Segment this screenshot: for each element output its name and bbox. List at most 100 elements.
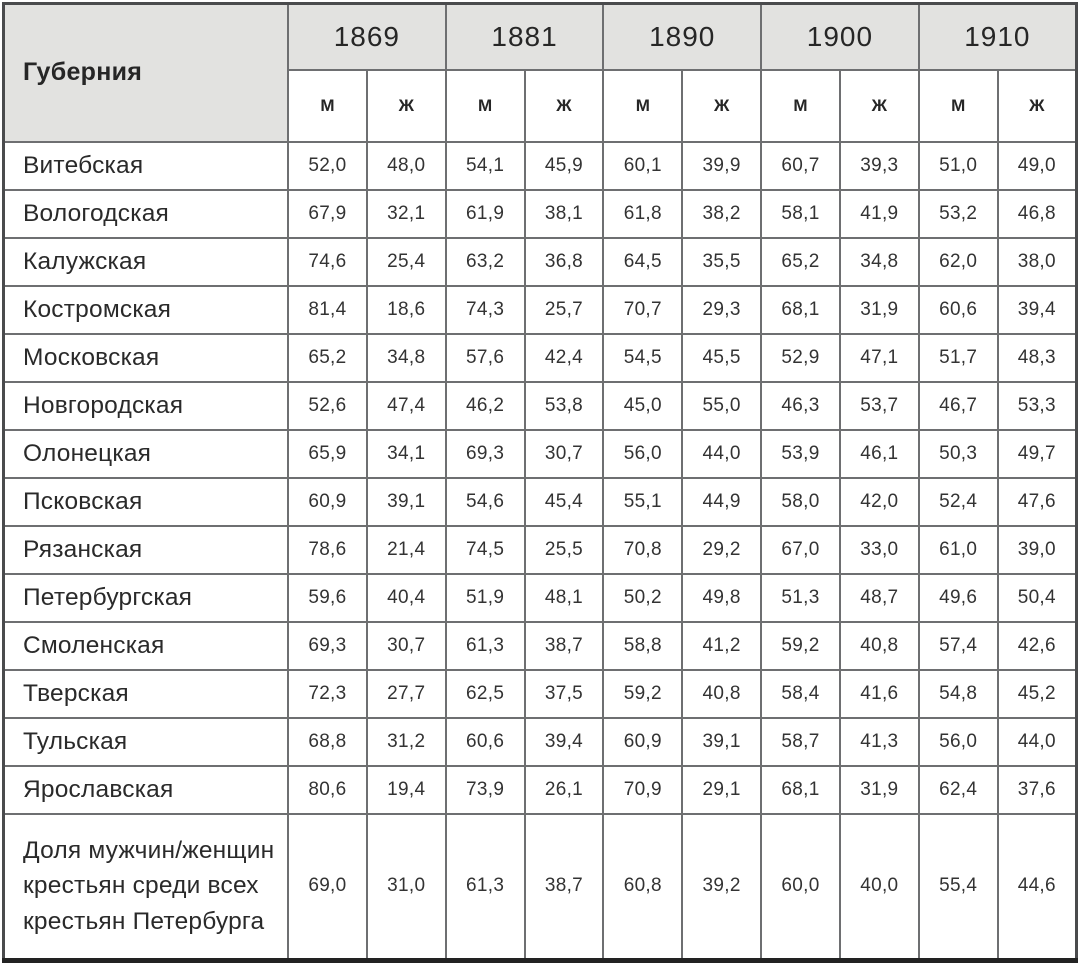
value-cell: 25,4	[365, 236, 447, 287]
value-cell: 49,6	[917, 572, 999, 623]
value-cell: 39,4	[996, 284, 1078, 335]
year-header-1890: 1890	[602, 2, 763, 71]
value-cell: 55,4	[917, 812, 999, 962]
value-cell: 47,4	[365, 380, 447, 431]
row-label: Тульская	[2, 716, 289, 767]
value-cell: 39,3	[838, 140, 920, 191]
subheader-1869-male: М	[287, 68, 368, 143]
value-cell: 45,9	[523, 140, 605, 191]
value-cell: 39,1	[365, 476, 447, 527]
table-row: Новгородская 52,6 47,4 46,2 53,8 45,0 55,0 46,3…	[2, 380, 1078, 431]
value-cell: 38,7	[523, 812, 605, 962]
value-cell: 70,7	[602, 284, 684, 335]
row-label: Тверская	[2, 668, 289, 719]
value-cell: 72,3	[287, 668, 368, 719]
value-cell: 62,5	[444, 668, 526, 719]
value-cell: 40,8	[838, 620, 920, 671]
value-cell: 41,2	[681, 620, 763, 671]
value-cell: 60,7	[760, 140, 841, 191]
value-cell: 68,1	[760, 284, 841, 335]
table-row: Тверская 72,3 27,7 62,5 37,5 59,2 40,8 58,4 41,6…	[2, 668, 1078, 719]
value-cell: 41,6	[838, 668, 920, 719]
value-cell: 37,5	[523, 668, 605, 719]
value-cell: 60,6	[917, 284, 999, 335]
value-cell: 60,0	[760, 812, 841, 962]
value-cell: 35,5	[681, 236, 763, 287]
subheader-1890-male: М	[602, 68, 684, 143]
year-header-1881: 1881	[444, 2, 605, 71]
table-row: Вологодская 67,9 32,1 61,9 38,1 61,8 38,2 58,1 4…	[2, 188, 1078, 239]
value-cell: 60,8	[602, 812, 684, 962]
table-row: Ярославская 80,6 19,4 73,9 26,1 70,9 29,1 68,1 3…	[2, 764, 1078, 815]
value-cell: 59,2	[602, 668, 684, 719]
value-cell: 45,5	[681, 332, 763, 383]
table-row: Тульская 68,8 31,2 60,6 39,4 60,9 39,1 58,7 41,3…	[2, 716, 1078, 767]
value-cell: 58,1	[760, 188, 841, 239]
table-row: Рязанская 78,6 21,4 74,5 25,5 70,8 29,2 67,0 33,…	[2, 524, 1078, 575]
value-cell: 56,0	[917, 716, 999, 767]
value-cell: 74,3	[444, 284, 526, 335]
value-cell: 81,4	[287, 284, 368, 335]
value-cell: 46,3	[760, 380, 841, 431]
value-cell: 54,1	[444, 140, 526, 191]
value-cell: 54,6	[444, 476, 526, 527]
value-cell: 61,9	[444, 188, 526, 239]
table-row: Петербургская 59,6 40,4 51,9 48,1 50,2 49,8 51,…	[2, 572, 1078, 623]
subheader-1890-female: Ж	[681, 68, 763, 143]
value-cell: 60,9	[287, 476, 368, 527]
value-cell: 39,9	[681, 140, 763, 191]
value-cell: 50,3	[917, 428, 999, 479]
subheader-1881-male: М	[444, 68, 526, 143]
table-row: Московская 65,2 34,8 57,6 42,4 54,5 45,5 52,9 47…	[2, 332, 1078, 383]
value-cell: 51,3	[760, 572, 841, 623]
value-cell: 46,7	[917, 380, 999, 431]
value-cell: 38,1	[523, 188, 605, 239]
row-label: Новгородская	[2, 380, 289, 431]
value-cell: 53,3	[996, 380, 1078, 431]
value-cell: 42,4	[523, 332, 605, 383]
value-cell: 60,9	[602, 716, 684, 767]
subheader-1869-female: Ж	[365, 68, 447, 143]
value-cell: 58,8	[602, 620, 684, 671]
value-cell: 46,8	[996, 188, 1078, 239]
value-cell: 67,0	[760, 524, 841, 575]
value-cell: 34,8	[365, 332, 447, 383]
value-cell: 31,2	[365, 716, 447, 767]
value-cell: 52,9	[760, 332, 841, 383]
subheader-1900-male: М	[760, 68, 841, 143]
row-label: Вологодская	[2, 188, 289, 239]
value-cell: 48,1	[523, 572, 605, 623]
table-row: Доля мужчин/женщин крестьян среди всех к…	[2, 812, 1078, 962]
value-cell: 39,1	[681, 716, 763, 767]
value-cell: 40,0	[838, 812, 920, 962]
year-header-1910: 1910	[917, 2, 1078, 71]
value-cell: 65,2	[760, 236, 841, 287]
value-cell: 49,7	[996, 428, 1078, 479]
table-row: Витебская 52,0 48,0 54,1 45,9 60,1 39,9 60,7 39,…	[2, 140, 1078, 191]
value-cell: 27,7	[365, 668, 447, 719]
value-cell: 70,8	[602, 524, 684, 575]
row-label: Ярославская	[2, 764, 289, 815]
value-cell: 61,3	[444, 620, 526, 671]
value-cell: 54,5	[602, 332, 684, 383]
value-cell: 48,7	[838, 572, 920, 623]
value-cell: 31,0	[365, 812, 447, 962]
row-label: Калужская	[2, 236, 289, 287]
value-cell: 58,4	[760, 668, 841, 719]
year-header-1900: 1900	[760, 2, 920, 71]
value-cell: 47,1	[838, 332, 920, 383]
table-body: Витебская 52,0 48,0 54,1 45,9 60,1 39,9 60,7 39,…	[2, 140, 1078, 962]
value-cell: 29,2	[681, 524, 763, 575]
table-row: Олонецкая 65,9 34,1 69,3 30,7 56,0 44,0 53,9 46,…	[2, 428, 1078, 479]
value-cell: 48,0	[365, 140, 447, 191]
value-cell: 46,1	[838, 428, 920, 479]
value-cell: 32,1	[365, 188, 447, 239]
value-cell: 61,3	[444, 812, 526, 962]
value-cell: 46,2	[444, 380, 526, 431]
value-cell: 53,9	[760, 428, 841, 479]
value-cell: 44,6	[996, 812, 1078, 962]
value-cell: 30,7	[365, 620, 447, 671]
value-cell: 29,3	[681, 284, 763, 335]
